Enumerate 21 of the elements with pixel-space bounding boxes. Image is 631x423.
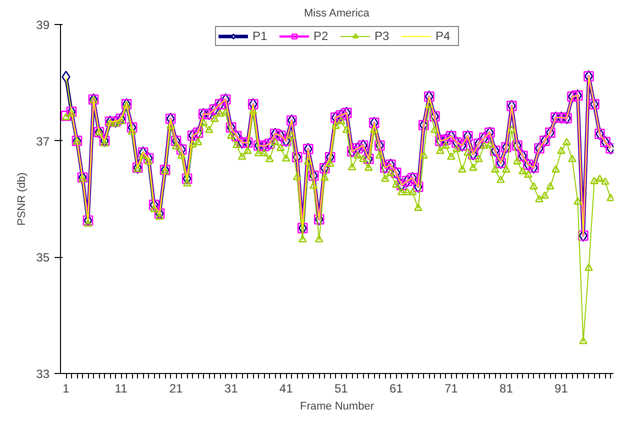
y-tick-label: 39: [36, 18, 50, 32]
chart-title: Miss America: [304, 8, 370, 20]
y-tick-label: 35: [36, 250, 50, 265]
y-axis-title: PSNR (db): [16, 172, 28, 226]
x-tick-label: 51: [334, 382, 348, 396]
legend-label: P1: [252, 29, 268, 43]
x-tick-label: 41: [279, 382, 294, 396]
x-tick-label: 21: [169, 382, 184, 396]
x-tick-label: 81: [500, 382, 514, 396]
x-tick-label: 71: [444, 382, 458, 396]
x-tick-label: 31: [224, 382, 238, 396]
x-axis-title: Frame Number: [300, 400, 374, 412]
y-tick-label: 33: [36, 367, 50, 381]
x-tick-label: 91: [554, 382, 568, 396]
legend-label: P4: [436, 29, 452, 43]
x-tick-label: 61: [389, 382, 404, 396]
legend-label: P2: [314, 29, 330, 43]
x-tick-label: 1: [62, 382, 70, 396]
legend-label: P3: [374, 29, 390, 43]
x-tick-label: 11: [114, 382, 128, 396]
y-tick-label: 37: [36, 134, 50, 148]
